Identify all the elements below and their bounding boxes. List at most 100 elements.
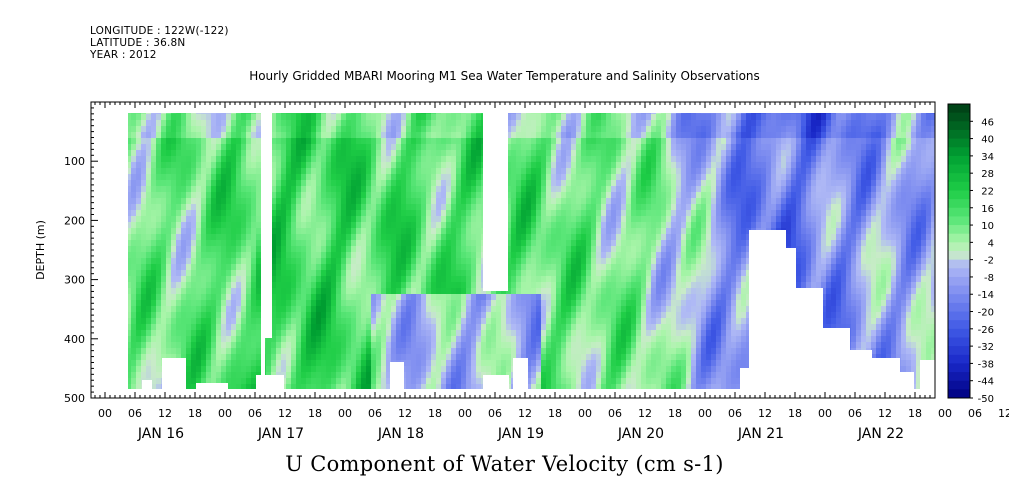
x-date-label: JAN 18 xyxy=(377,426,424,442)
colorbar-tick-label: 22 xyxy=(981,186,994,197)
no-data-region xyxy=(390,362,404,398)
colorbar-tick-label: -8 xyxy=(984,273,994,284)
colorbar-segment xyxy=(948,164,970,174)
x-hour-tick-label: 00 xyxy=(98,407,112,420)
no-data-region xyxy=(261,338,265,398)
y-tick-label: 300 xyxy=(64,274,85,287)
colorbar-segment xyxy=(948,155,970,166)
colorbar-segment xyxy=(948,320,970,330)
colorbar-segment xyxy=(948,294,970,304)
x-hour-tick-label: 06 xyxy=(848,407,862,420)
colorbar-segment xyxy=(948,389,970,399)
colorbar-segment xyxy=(948,225,970,235)
x-hour-tick-label: 06 xyxy=(488,407,502,420)
x-hour-tick-label: 18 xyxy=(548,407,562,420)
colorbar-segment xyxy=(948,207,970,217)
colorbar-segment xyxy=(948,129,970,140)
colorbar-segment xyxy=(948,147,970,157)
no-data-region xyxy=(256,375,284,398)
x-date-label: JAN 16 xyxy=(137,426,184,442)
x-date-label: JAN 17 xyxy=(257,426,304,442)
colorbar-segment xyxy=(948,268,970,278)
no-data-region xyxy=(483,375,509,398)
colorbar-segment xyxy=(948,285,970,295)
colorbar-segment xyxy=(948,337,970,347)
no-data-region xyxy=(920,360,935,398)
x-hour-tick-label: 06 xyxy=(368,407,382,420)
colorbar-segment xyxy=(948,372,970,382)
x-hour-tick-label: 12 xyxy=(278,407,292,420)
x-hour-tick-label: 00 xyxy=(218,407,232,420)
missing-data-mask xyxy=(91,102,935,398)
no-data-region xyxy=(142,380,152,398)
no-data-region xyxy=(900,372,914,398)
colorbar-segment xyxy=(948,276,970,287)
x-hour-tick-label: 00 xyxy=(938,407,952,420)
no-data-region xyxy=(162,358,186,398)
x-hour-tick-label: 18 xyxy=(308,407,322,420)
x-hour-tick-label: 06 xyxy=(608,407,622,420)
colorbar-segment xyxy=(948,138,970,148)
colorbar-tick-label: -2 xyxy=(984,256,994,267)
x-date-label: JAN 22 xyxy=(857,426,904,442)
y-tick-label: 500 xyxy=(64,392,85,405)
colorbar-segment xyxy=(948,363,970,373)
colorbar-segment xyxy=(948,242,970,252)
colorbar-tick-label: -14 xyxy=(978,290,994,301)
colorbar-tick-label: 16 xyxy=(981,204,994,215)
chart-title: Hourly Gridded MBARI Mooring M1 Sea Wate… xyxy=(249,69,760,83)
colorbar-segment xyxy=(948,216,970,226)
x-date-label: JAN 20 xyxy=(617,426,664,442)
colorbar-segment xyxy=(948,328,970,338)
latitude-label: LATITUDE : 36.8N xyxy=(90,37,186,49)
x-hour-tick-label: 12 xyxy=(638,407,652,420)
colorbar-tick-label: 10 xyxy=(981,221,994,232)
colorbar-segment xyxy=(948,112,970,122)
colorbar-segment xyxy=(948,173,970,183)
colorbar-tick-label: 28 xyxy=(981,169,994,180)
no-data-region xyxy=(786,248,796,398)
year-label: YEAR : 2012 xyxy=(90,49,157,61)
y-tick-label: 400 xyxy=(64,333,85,346)
colorbar-segment xyxy=(948,302,970,313)
colorbar-tick-label: 34 xyxy=(981,152,994,163)
no-data-region xyxy=(483,102,508,291)
x-date-label: JAN 19 xyxy=(497,426,544,442)
x-hour-tick-label: 00 xyxy=(458,407,472,420)
colorbar-tick-label: -20 xyxy=(978,308,994,319)
x-date-label: JAN 21 xyxy=(737,426,784,442)
colorbar-tick-label: -50 xyxy=(978,394,994,405)
colorbar-tick-label: -26 xyxy=(978,325,994,336)
colorbar-tick-label: 46 xyxy=(981,117,994,128)
x-hour-tick-label: 18 xyxy=(788,407,802,420)
x-hour-tick-label: 06 xyxy=(968,407,982,420)
x-hour-tick-label: 00 xyxy=(818,407,832,420)
colorbar: 46 40 34 28 22 16 10 4 -2 -8 -14 -20 -26 -32 -38 -44 -50 xyxy=(947,103,994,405)
x-hour-tick-label: 18 xyxy=(668,407,682,420)
no-data-region xyxy=(823,328,850,398)
x-hour-tick-label: 00 xyxy=(698,407,712,420)
colorbar-segment xyxy=(948,233,970,243)
x-hour-tick-label: 12 xyxy=(518,407,532,420)
x-hour-tick-label: 12 xyxy=(998,407,1009,420)
colorbar-tick-label: -38 xyxy=(978,359,994,370)
colorbar-segment xyxy=(948,190,970,200)
y-tick-label: 100 xyxy=(64,155,85,168)
x-hour-tick-label: 18 xyxy=(188,407,202,420)
no-data-region xyxy=(796,288,823,398)
colorbar-tick-label: 4 xyxy=(988,238,994,249)
x-hour-tick-label: 00 xyxy=(578,407,592,420)
no-data-region xyxy=(850,350,872,398)
x-axis-caption: U Component of Water Velocity (cm s-1) xyxy=(285,452,724,476)
colorbar-segment xyxy=(948,181,970,191)
no-data-region xyxy=(261,102,272,338)
colorbar-tick-label: -32 xyxy=(978,342,994,353)
colorbar-segment xyxy=(948,104,970,114)
x-hour-tick-label: 18 xyxy=(908,407,922,420)
no-data-region xyxy=(740,368,752,398)
colorbar-segment xyxy=(948,199,970,209)
x-hour-tick-label: 06 xyxy=(128,407,142,420)
x-hour-tick-label: 12 xyxy=(758,407,772,420)
